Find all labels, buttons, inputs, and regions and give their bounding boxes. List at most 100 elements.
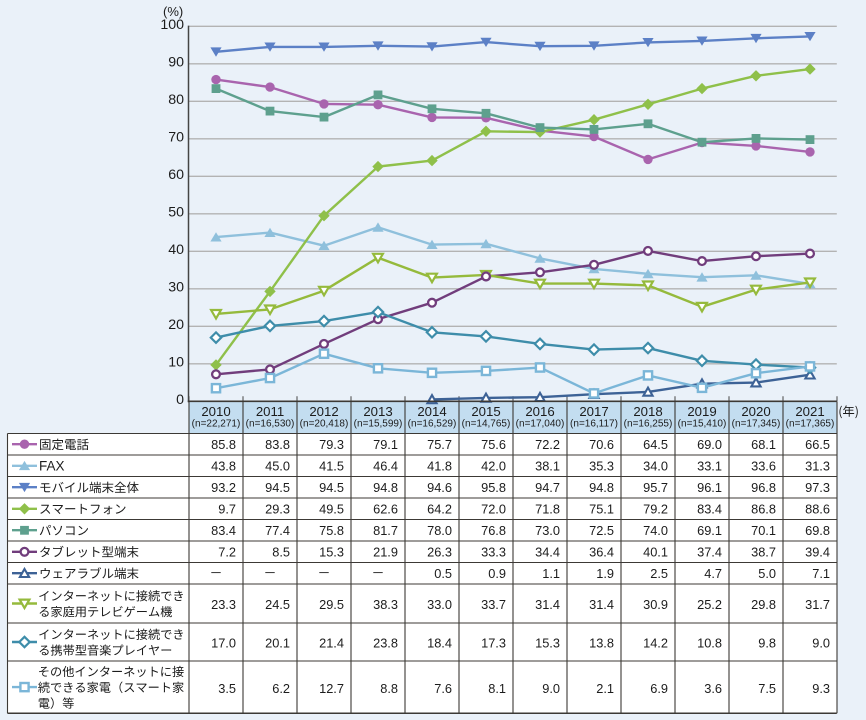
svg-text:70: 70: [168, 130, 184, 146]
svg-text:2012: 2012: [309, 404, 338, 419]
svg-text:(n=20,418): (n=20,418): [300, 419, 349, 430]
svg-text:2014: 2014: [417, 404, 446, 419]
svg-text:26.3: 26.3: [427, 544, 452, 559]
svg-text:31.4: 31.4: [535, 597, 560, 612]
svg-text:(n=16,530): (n=16,530): [246, 419, 295, 430]
svg-text:29.8: 29.8: [751, 597, 776, 612]
svg-text:94.5: 94.5: [319, 480, 344, 495]
svg-text:29.5: 29.5: [319, 597, 344, 612]
svg-text:90: 90: [168, 55, 184, 71]
svg-text:0: 0: [176, 392, 184, 408]
svg-text:85.8: 85.8: [211, 437, 236, 452]
svg-text:50: 50: [168, 205, 184, 221]
svg-text:30.9: 30.9: [643, 597, 668, 612]
svg-text:34.4: 34.4: [535, 544, 560, 559]
svg-text:49.5: 49.5: [319, 501, 344, 516]
svg-text:29.3: 29.3: [265, 501, 290, 516]
svg-text:30: 30: [168, 280, 184, 296]
svg-text:40.1: 40.1: [643, 544, 668, 559]
svg-text:6.9: 6.9: [650, 681, 668, 696]
svg-text:75.1: 75.1: [589, 501, 614, 516]
svg-text:(n=17,365): (n=17,365): [786, 419, 835, 430]
svg-text:33.1: 33.1: [697, 458, 722, 473]
svg-text:71.8: 71.8: [535, 501, 560, 516]
svg-text:38.3: 38.3: [373, 597, 398, 612]
svg-text:96.1: 96.1: [697, 480, 722, 495]
svg-text:31.4: 31.4: [589, 597, 614, 612]
svg-text:7.1: 7.1: [812, 566, 830, 581]
svg-text:2021: 2021: [795, 404, 824, 419]
svg-text:45.0: 45.0: [265, 458, 290, 473]
svg-text:69.8: 69.8: [805, 523, 830, 538]
svg-text:2013: 2013: [363, 404, 392, 419]
svg-text:2.1: 2.1: [596, 681, 614, 696]
svg-text:94.6: 94.6: [427, 480, 452, 495]
svg-text:24.5: 24.5: [265, 597, 290, 612]
svg-text:75.6: 75.6: [481, 437, 506, 452]
svg-text:7.5: 7.5: [758, 681, 776, 696]
svg-text:9.0: 9.0: [812, 636, 830, 651]
svg-text:88.6: 88.6: [805, 501, 830, 516]
svg-text:2017: 2017: [579, 404, 608, 419]
svg-text:69.0: 69.0: [697, 437, 722, 452]
svg-text:94.8: 94.8: [373, 480, 398, 495]
svg-text:21.9: 21.9: [373, 544, 398, 559]
svg-text:41.5: 41.5: [319, 458, 344, 473]
svg-text:95.7: 95.7: [643, 480, 668, 495]
svg-text:23.8: 23.8: [373, 636, 398, 651]
svg-text:33.3: 33.3: [481, 544, 506, 559]
svg-text:86.8: 86.8: [751, 501, 776, 516]
svg-text:9.3: 9.3: [812, 681, 830, 696]
svg-text:8.1: 8.1: [488, 681, 506, 696]
svg-text:40: 40: [168, 242, 184, 258]
svg-text:33.6: 33.6: [751, 458, 776, 473]
svg-text:79.2: 79.2: [643, 501, 668, 516]
svg-text:2018: 2018: [633, 404, 662, 419]
svg-text:94.8: 94.8: [589, 480, 614, 495]
svg-text:(n=14,765): (n=14,765): [462, 419, 511, 430]
svg-text:80: 80: [168, 92, 184, 108]
svg-text:75.7: 75.7: [427, 437, 452, 452]
svg-text:83.4: 83.4: [697, 501, 722, 516]
svg-text:20: 20: [168, 317, 184, 333]
svg-text:3.5: 3.5: [218, 681, 236, 696]
svg-text:1.9: 1.9: [596, 566, 614, 581]
svg-text:2010: 2010: [201, 404, 230, 419]
svg-text:74.0: 74.0: [643, 523, 668, 538]
svg-text:(n=16,255): (n=16,255): [624, 419, 673, 430]
svg-text:34.0: 34.0: [643, 458, 668, 473]
svg-text:70.6: 70.6: [589, 437, 614, 452]
svg-text:42.0: 42.0: [481, 458, 506, 473]
svg-text:79.3: 79.3: [319, 437, 344, 452]
svg-text:97.3: 97.3: [805, 480, 830, 495]
svg-text:76.8: 76.8: [481, 523, 506, 538]
svg-text:17.3: 17.3: [481, 636, 506, 651]
svg-text:(n=17,345): (n=17,345): [732, 419, 781, 430]
svg-text:3.6: 3.6: [704, 681, 722, 696]
svg-text:7.6: 7.6: [434, 681, 452, 696]
svg-text:37.4: 37.4: [697, 544, 722, 559]
svg-text:23.3: 23.3: [211, 597, 236, 612]
svg-text:17.0: 17.0: [211, 636, 236, 651]
svg-text:64.2: 64.2: [427, 501, 452, 516]
svg-text:72.2: 72.2: [535, 437, 560, 452]
svg-text:6.2: 6.2: [272, 681, 290, 696]
svg-text:0.9: 0.9: [488, 566, 506, 581]
svg-text:1.1: 1.1: [542, 566, 560, 581]
svg-text:69.1: 69.1: [697, 523, 722, 538]
svg-text:73.0: 73.0: [535, 523, 560, 538]
svg-text:15.3: 15.3: [319, 544, 344, 559]
svg-text:35.3: 35.3: [589, 458, 614, 473]
svg-text:38.7: 38.7: [751, 544, 776, 559]
svg-text:14.2: 14.2: [643, 636, 668, 651]
svg-text:(n=17,040): (n=17,040): [516, 419, 565, 430]
svg-text:(n=22,271): (n=22,271): [192, 419, 241, 430]
svg-text:2019: 2019: [687, 404, 716, 419]
svg-text:81.7: 81.7: [373, 523, 398, 538]
svg-text:75.8: 75.8: [319, 523, 344, 538]
svg-text:13.8: 13.8: [589, 636, 614, 651]
svg-text:31.3: 31.3: [805, 458, 830, 473]
svg-text:(%): (%): [163, 4, 183, 19]
svg-text:7.2: 7.2: [218, 544, 236, 559]
svg-text:2011: 2011: [256, 404, 284, 419]
